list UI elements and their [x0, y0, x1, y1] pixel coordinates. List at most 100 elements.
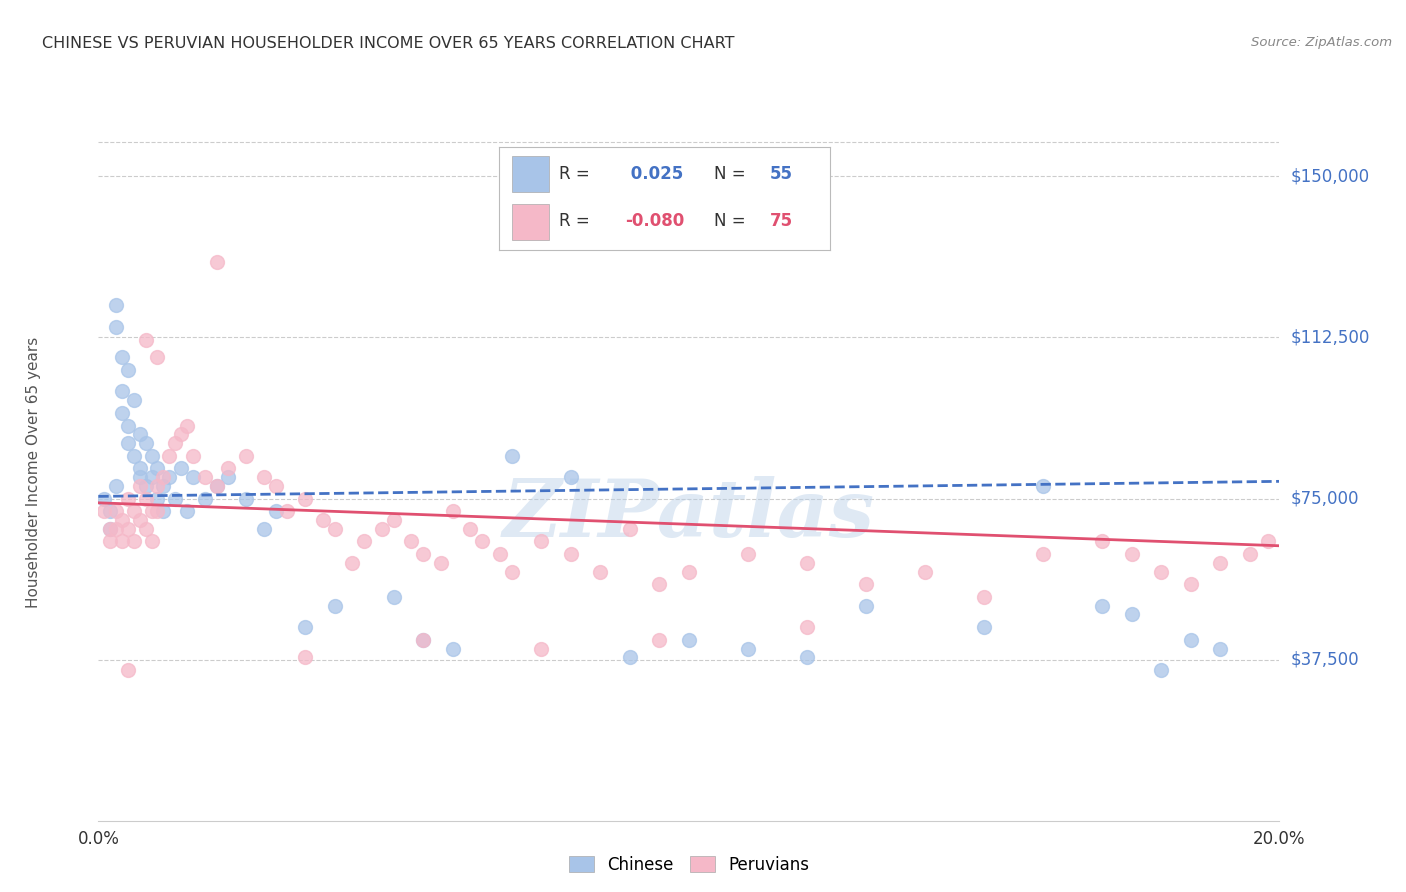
Text: 0.025: 0.025 [624, 165, 683, 183]
Point [264, 504, 287, 518]
Point [205, 478, 228, 492]
Point [105, 319, 128, 334]
Point [619, 522, 641, 536]
Point [294, 491, 316, 506]
Text: N =: N = [714, 165, 745, 183]
Point [141, 470, 163, 484]
Point [128, 478, 150, 492]
Point [111, 513, 134, 527]
Text: R =: R = [558, 212, 589, 230]
Point [98, 534, 121, 549]
Point [796, 556, 818, 570]
Point [98, 504, 121, 518]
Point [170, 461, 193, 475]
Point [471, 534, 494, 549]
Point [973, 591, 995, 605]
Point [98, 522, 121, 536]
Point [117, 418, 139, 433]
Point [105, 478, 128, 492]
Point [176, 504, 198, 518]
Text: 55: 55 [770, 165, 793, 183]
Point [146, 478, 169, 492]
Point [1180, 577, 1202, 591]
Point [1209, 556, 1232, 570]
Point [382, 513, 405, 527]
Point [678, 633, 700, 648]
Point [111, 384, 134, 399]
Point [1091, 534, 1114, 549]
Point [105, 298, 128, 312]
Point [678, 565, 700, 579]
Point [1032, 478, 1054, 492]
Point [1209, 641, 1232, 656]
Point [181, 449, 204, 463]
Point [128, 461, 150, 475]
Point [146, 461, 169, 475]
Text: Source: ZipAtlas.com: Source: ZipAtlas.com [1251, 36, 1392, 49]
Point [217, 470, 239, 484]
Text: $150,000: $150,000 [1291, 168, 1369, 186]
Point [796, 620, 818, 634]
Point [93, 491, 115, 506]
Point [105, 522, 128, 536]
Text: R =: R = [558, 165, 589, 183]
Point [1150, 565, 1173, 579]
Point [122, 534, 145, 549]
Point [560, 470, 582, 484]
Point [117, 663, 139, 677]
Point [146, 491, 169, 506]
Point [135, 478, 157, 492]
Point [135, 435, 157, 450]
Point [146, 350, 169, 364]
Point [501, 449, 523, 463]
Point [441, 504, 464, 518]
Point [152, 470, 174, 484]
Point [93, 504, 115, 518]
Point [796, 650, 818, 665]
Point [323, 522, 346, 536]
Text: CHINESE VS PERUVIAN HOUSEHOLDER INCOME OVER 65 YEARS CORRELATION CHART: CHINESE VS PERUVIAN HOUSEHOLDER INCOME O… [42, 36, 735, 51]
Point [560, 547, 582, 561]
Point [117, 522, 139, 536]
Point [589, 565, 612, 579]
Point [855, 599, 877, 613]
Point [737, 641, 759, 656]
Point [737, 547, 759, 561]
Point [253, 522, 276, 536]
Point [323, 599, 346, 613]
Point [973, 620, 995, 634]
Point [205, 255, 228, 269]
Point [122, 449, 145, 463]
Point [276, 504, 298, 518]
Point [235, 449, 257, 463]
Point [176, 418, 198, 433]
Point [128, 427, 150, 442]
Point [181, 470, 204, 484]
Point [111, 534, 134, 549]
Point [530, 641, 553, 656]
Point [122, 504, 145, 518]
Point [194, 491, 217, 506]
Point [353, 534, 375, 549]
Point [117, 362, 139, 376]
Point [460, 522, 482, 536]
Point [412, 633, 434, 648]
Text: $75,000: $75,000 [1291, 490, 1360, 508]
Legend: Chinese, Peruvians: Chinese, Peruvians [560, 847, 818, 882]
Point [401, 534, 423, 549]
Point [165, 491, 187, 506]
Text: Householder Income Over 65 years: Householder Income Over 65 years [25, 337, 41, 608]
Point [914, 565, 936, 579]
Point [117, 435, 139, 450]
Bar [512, 156, 548, 193]
Text: 75: 75 [770, 212, 793, 230]
Point [1121, 607, 1143, 622]
Point [157, 449, 180, 463]
Bar [512, 203, 548, 239]
Point [530, 534, 553, 549]
Point [135, 333, 157, 347]
Point [146, 504, 169, 518]
Point [205, 478, 228, 492]
Point [141, 504, 163, 518]
Point [111, 350, 134, 364]
